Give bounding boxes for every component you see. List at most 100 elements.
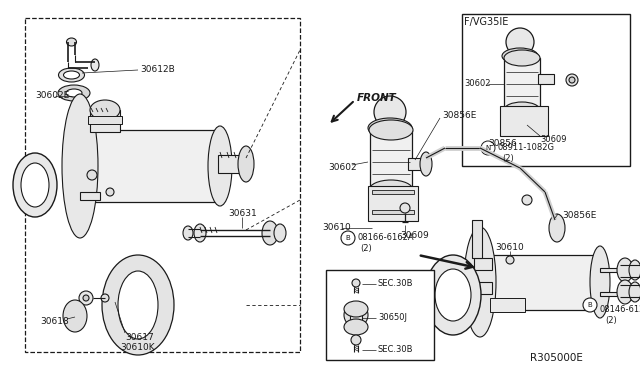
Text: N: N — [485, 145, 491, 151]
Bar — [88, 116, 122, 124]
Ellipse shape — [58, 85, 90, 101]
Circle shape — [83, 295, 89, 301]
Ellipse shape — [21, 163, 49, 207]
Ellipse shape — [274, 224, 286, 242]
Text: 08166-6162A: 08166-6162A — [358, 234, 415, 243]
Text: R305000E: R305000E — [530, 353, 583, 363]
Ellipse shape — [629, 282, 640, 302]
Ellipse shape — [102, 255, 174, 355]
Ellipse shape — [369, 180, 413, 200]
Text: F/VG35IE: F/VG35IE — [464, 17, 508, 27]
Ellipse shape — [90, 100, 120, 120]
Ellipse shape — [238, 146, 254, 182]
Text: 30650J: 30650J — [378, 314, 407, 323]
Ellipse shape — [262, 221, 278, 245]
Ellipse shape — [63, 300, 87, 332]
Bar — [372, 190, 414, 194]
Text: 30602: 30602 — [464, 80, 490, 89]
Text: 30617: 30617 — [125, 333, 154, 341]
Ellipse shape — [13, 153, 57, 217]
Ellipse shape — [344, 303, 368, 327]
Circle shape — [352, 279, 360, 287]
Text: 30602: 30602 — [328, 164, 356, 173]
Ellipse shape — [91, 59, 99, 71]
Ellipse shape — [58, 68, 84, 82]
Ellipse shape — [435, 269, 471, 321]
Circle shape — [522, 195, 532, 205]
Text: 08911-1082G: 08911-1082G — [498, 144, 555, 153]
Ellipse shape — [420, 152, 432, 176]
Text: 30618: 30618 — [40, 317, 68, 327]
Circle shape — [351, 335, 361, 345]
Text: 08146-6122G: 08146-6122G — [600, 305, 640, 314]
Ellipse shape — [617, 258, 633, 282]
Ellipse shape — [549, 214, 565, 242]
Text: 30610: 30610 — [322, 224, 351, 232]
Text: 30610K: 30610K — [121, 343, 156, 353]
Ellipse shape — [368, 118, 412, 138]
Text: B: B — [588, 302, 593, 308]
Bar — [80, 192, 100, 200]
Ellipse shape — [63, 71, 79, 79]
Ellipse shape — [118, 271, 158, 339]
Text: 30602E: 30602E — [35, 92, 69, 100]
Circle shape — [101, 294, 109, 302]
Text: (2): (2) — [605, 315, 617, 324]
Ellipse shape — [369, 120, 413, 140]
Ellipse shape — [208, 126, 232, 206]
Ellipse shape — [425, 255, 481, 335]
Text: B: B — [346, 235, 350, 241]
Text: 30609: 30609 — [400, 231, 429, 240]
Bar — [480, 255, 600, 310]
Bar — [474, 258, 492, 270]
Circle shape — [481, 141, 495, 155]
Ellipse shape — [67, 38, 77, 46]
Text: SEC.30B: SEC.30B — [378, 346, 413, 355]
Ellipse shape — [66, 89, 82, 97]
Bar — [80, 130, 220, 202]
Text: 30609: 30609 — [540, 135, 566, 144]
Bar — [490, 298, 525, 312]
Circle shape — [583, 298, 597, 312]
Circle shape — [87, 170, 97, 180]
Bar — [408, 158, 426, 170]
Bar — [370, 130, 412, 190]
Circle shape — [341, 231, 355, 245]
Ellipse shape — [344, 301, 368, 317]
Text: (2): (2) — [360, 244, 372, 253]
Circle shape — [400, 203, 410, 213]
Bar — [538, 74, 554, 84]
Text: 30612B: 30612B — [140, 65, 175, 74]
Bar — [504, 58, 540, 110]
Ellipse shape — [629, 260, 640, 280]
Bar — [474, 282, 492, 294]
Bar — [600, 292, 620, 296]
Bar — [25, 18, 300, 352]
Ellipse shape — [504, 50, 540, 66]
Bar — [368, 186, 418, 221]
Ellipse shape — [344, 319, 368, 335]
Circle shape — [374, 96, 406, 128]
Text: (2): (2) — [502, 154, 514, 163]
Bar — [600, 268, 620, 272]
Bar — [372, 210, 414, 214]
Ellipse shape — [464, 227, 496, 337]
Text: 30631: 30631 — [228, 209, 257, 218]
Bar — [472, 220, 482, 258]
Ellipse shape — [502, 48, 538, 64]
Bar — [90, 110, 120, 132]
Circle shape — [106, 188, 114, 196]
Circle shape — [79, 291, 93, 305]
Ellipse shape — [590, 246, 610, 318]
Text: SEC.30B: SEC.30B — [378, 279, 413, 289]
Text: FRONT: FRONT — [357, 93, 397, 103]
Text: 30856E: 30856E — [562, 211, 596, 219]
Ellipse shape — [617, 280, 633, 304]
Circle shape — [569, 77, 575, 83]
Bar — [326, 270, 434, 360]
Ellipse shape — [62, 94, 98, 238]
Circle shape — [566, 74, 578, 86]
Bar — [500, 106, 548, 136]
Text: 30856E: 30856E — [442, 112, 476, 121]
Bar — [462, 14, 630, 166]
